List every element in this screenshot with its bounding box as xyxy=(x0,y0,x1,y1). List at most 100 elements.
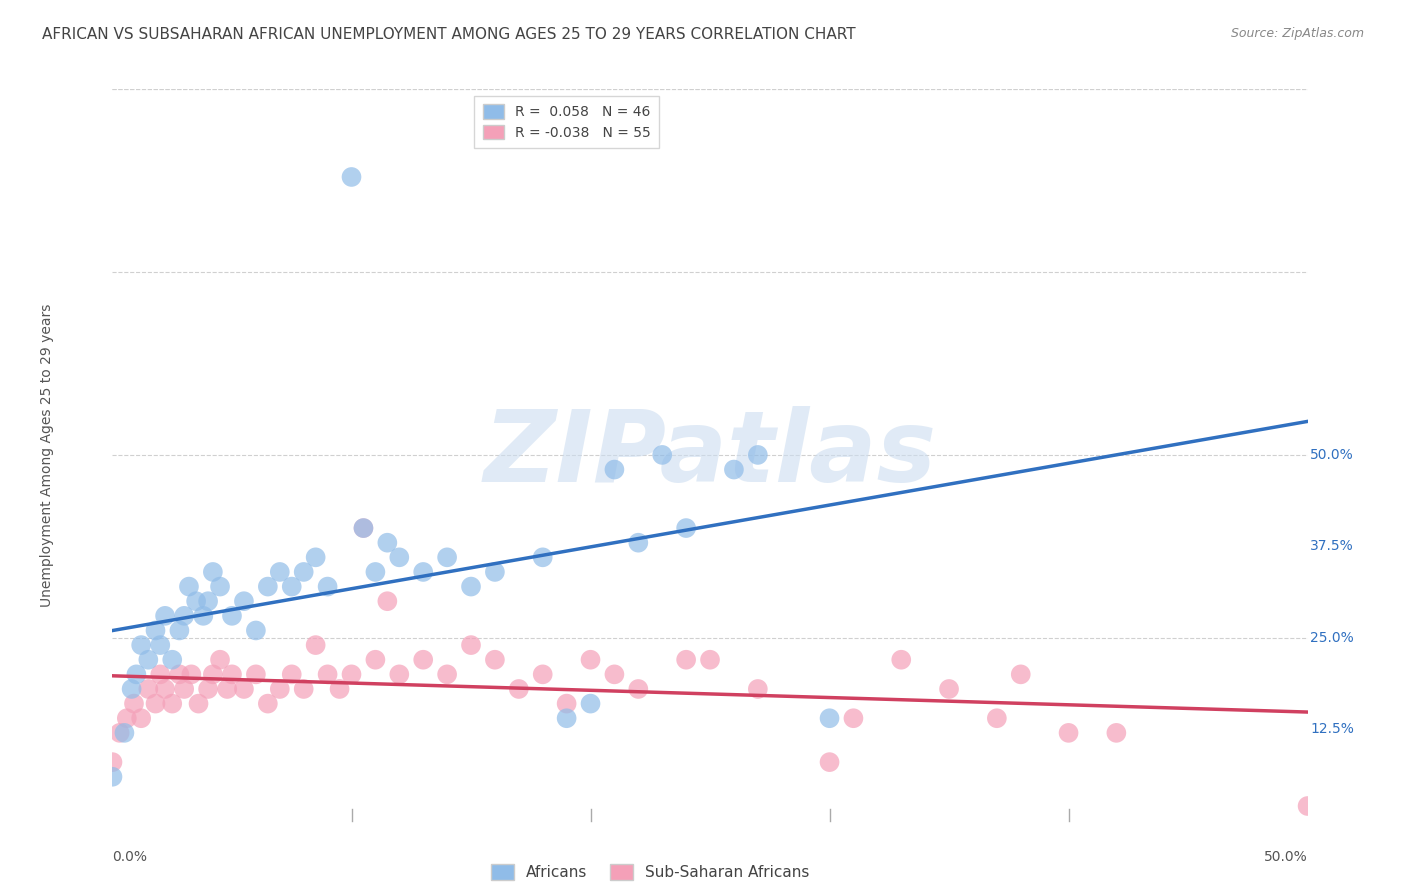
Text: Unemployment Among Ages 25 to 29 years: Unemployment Among Ages 25 to 29 years xyxy=(39,303,53,607)
Point xyxy=(186,594,208,608)
Point xyxy=(129,638,152,652)
Point xyxy=(108,726,131,740)
Point xyxy=(531,667,554,681)
Point xyxy=(1010,667,1032,681)
Point xyxy=(122,697,145,711)
Point xyxy=(627,535,650,549)
Point xyxy=(555,711,578,725)
Point xyxy=(938,681,960,696)
Point xyxy=(818,711,841,725)
Point xyxy=(115,711,138,725)
Point xyxy=(145,624,167,638)
Text: 25.0%: 25.0% xyxy=(1310,631,1354,645)
Point xyxy=(352,521,374,535)
Point xyxy=(388,550,411,565)
Point xyxy=(723,462,745,476)
Point xyxy=(169,624,191,638)
Point xyxy=(304,550,326,565)
Point xyxy=(364,653,387,667)
Point xyxy=(699,653,721,667)
Point xyxy=(221,608,243,623)
Point xyxy=(269,681,291,696)
Point xyxy=(388,667,411,681)
Text: ZIPatlas: ZIPatlas xyxy=(484,407,936,503)
Point xyxy=(377,535,399,549)
Point xyxy=(177,580,200,594)
Point xyxy=(201,565,224,579)
Point xyxy=(747,448,769,462)
Point xyxy=(114,726,135,740)
Point xyxy=(257,580,280,594)
Point xyxy=(169,667,191,681)
Point xyxy=(197,594,219,608)
Point xyxy=(651,448,673,462)
Point xyxy=(245,624,267,638)
Text: 12.5%: 12.5% xyxy=(1310,723,1354,736)
Point xyxy=(675,653,697,667)
Point xyxy=(208,580,231,594)
Point xyxy=(316,667,339,681)
Text: 50.0%: 50.0% xyxy=(1264,850,1308,863)
Point xyxy=(101,755,124,769)
Point xyxy=(193,608,215,623)
Point xyxy=(1057,726,1080,740)
Point xyxy=(281,667,304,681)
Text: 0.0%: 0.0% xyxy=(112,850,148,863)
Point xyxy=(579,653,602,667)
Point xyxy=(1105,726,1128,740)
Point xyxy=(579,697,602,711)
Point xyxy=(675,521,697,535)
Point xyxy=(484,565,506,579)
Point xyxy=(138,653,160,667)
Legend: Africans, Sub-Saharan Africans: Africans, Sub-Saharan Africans xyxy=(485,858,815,886)
Point xyxy=(292,681,315,696)
Point xyxy=(292,565,315,579)
Point xyxy=(304,638,326,652)
Point xyxy=(173,681,195,696)
Point xyxy=(245,667,267,681)
Point xyxy=(232,681,256,696)
Point xyxy=(555,697,578,711)
Point xyxy=(352,521,374,535)
Point xyxy=(460,638,482,652)
Point xyxy=(153,681,176,696)
Point xyxy=(364,565,387,579)
Point xyxy=(328,681,352,696)
Point xyxy=(208,653,231,667)
Point xyxy=(508,681,530,696)
Point xyxy=(162,697,183,711)
Point xyxy=(221,667,243,681)
Point xyxy=(187,697,209,711)
Point xyxy=(890,653,912,667)
Point xyxy=(121,681,143,696)
Point xyxy=(149,667,172,681)
Point xyxy=(101,770,124,784)
Point xyxy=(340,667,363,681)
Point xyxy=(484,653,506,667)
Point xyxy=(460,580,482,594)
Point xyxy=(197,681,219,696)
Point xyxy=(145,697,167,711)
Point xyxy=(232,594,256,608)
Text: Source: ZipAtlas.com: Source: ZipAtlas.com xyxy=(1230,27,1364,40)
Point xyxy=(269,565,291,579)
Point xyxy=(627,681,650,696)
Point xyxy=(149,638,172,652)
Point xyxy=(1296,799,1319,814)
Text: AFRICAN VS SUBSAHARAN AFRICAN UNEMPLOYMENT AMONG AGES 25 TO 29 YEARS CORRELATION: AFRICAN VS SUBSAHARAN AFRICAN UNEMPLOYME… xyxy=(42,27,856,42)
Point xyxy=(257,697,280,711)
Point xyxy=(603,462,626,476)
Point xyxy=(377,594,399,608)
Point xyxy=(217,681,239,696)
Point xyxy=(340,169,363,184)
Point xyxy=(436,550,458,565)
Text: 50.0%: 50.0% xyxy=(1310,448,1354,462)
Point xyxy=(412,565,434,579)
Point xyxy=(201,667,224,681)
Point xyxy=(603,667,626,681)
Point xyxy=(316,580,339,594)
Point xyxy=(173,608,195,623)
Point xyxy=(153,608,176,623)
Point xyxy=(842,711,865,725)
Point xyxy=(412,653,434,667)
